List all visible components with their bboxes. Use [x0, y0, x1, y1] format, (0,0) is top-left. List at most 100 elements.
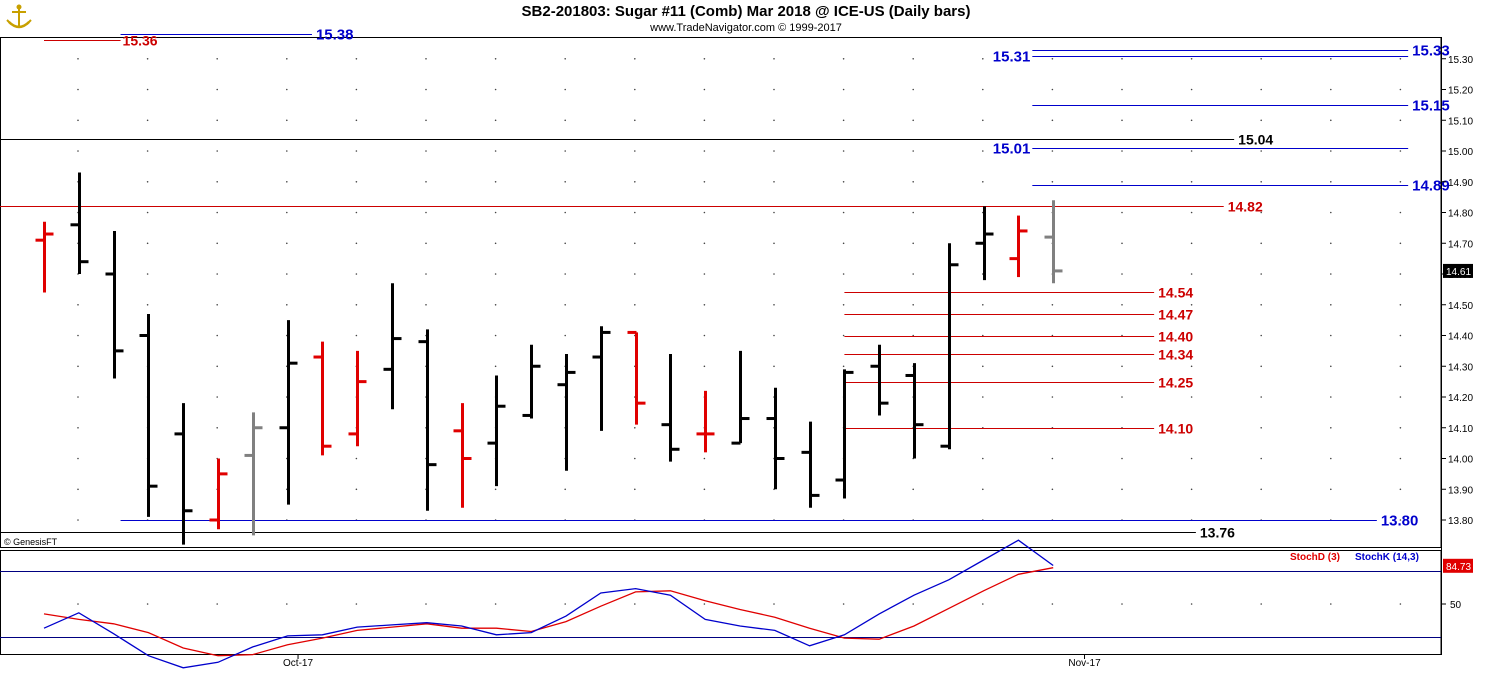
grid-dot: [494, 488, 497, 491]
price-axis: 13.80 13.90 14.00 14.10 14.20 14.30 14.40 14.50…: [1441, 55, 1473, 527]
grid-dot: [564, 242, 566, 245]
grid-dot: [1121, 150, 1123, 152]
grid-dot: [1190, 603, 1193, 605]
grid-dot: [146, 58, 149, 60]
level-label-15.33: 15.33: [1412, 43, 1450, 60]
ohlc-bar: [801, 421, 820, 508]
grid-dot: [564, 58, 566, 60]
grid-dot: [773, 603, 775, 605]
grid-dot: [912, 334, 914, 337]
grid-dot: [1051, 304, 1054, 306]
grid-dot: [494, 150, 497, 152]
ohlc-bar: [522, 344, 541, 419]
grid-dot: [1051, 334, 1054, 337]
grid-dot: [1260, 304, 1262, 306]
grid-dot: [286, 58, 288, 60]
level-label-15.31: 15.31: [993, 49, 1031, 66]
grid-dot: [1260, 273, 1262, 275]
grid-dot: [703, 304, 706, 306]
grid-dot: [773, 273, 775, 275]
ohlc-bar: [105, 230, 124, 379]
grid-dot: [1330, 427, 1332, 429]
grid-dot: [1051, 150, 1054, 152]
ohlc-bars: [35, 172, 1063, 545]
grid-dot: [1121, 273, 1123, 275]
price-tick-label: 15.20: [1448, 86, 1473, 97]
stoch-line-red: [43, 567, 1054, 657]
grid-dot: [773, 242, 775, 245]
ohlc-bar: [975, 206, 994, 281]
grid-dot: [773, 150, 775, 152]
price-tick-label: 15.00: [1448, 147, 1473, 158]
level-label-14.40: 14.40: [1158, 329, 1193, 345]
ohlc-bar: [174, 403, 193, 545]
grid-dot: [146, 119, 149, 122]
grid-dot: [1330, 181, 1332, 183]
grid-dot: [146, 211, 149, 214]
grid-dot: [1399, 181, 1402, 183]
grid-dot: [425, 119, 427, 122]
grid-dot: [634, 304, 636, 306]
grid-dot: [842, 211, 845, 214]
price-tick-label: 14.00: [1448, 455, 1473, 466]
grid-dot: [1260, 396, 1262, 398]
price-tick-label: 14.70: [1448, 239, 1473, 250]
grid-dot: [1121, 365, 1123, 368]
grid-dot: [773, 181, 775, 183]
grid-dot: [912, 603, 914, 605]
grid-dot: [1260, 88, 1262, 91]
grid-dot: [1121, 304, 1123, 306]
ohlc-bar: [1009, 215, 1028, 278]
copyright-genesis: © GenesisFT: [4, 537, 58, 547]
grid-dot: [703, 88, 706, 91]
ohlc-bar: [627, 330, 646, 425]
stochastic-panel-border: [0, 550, 1442, 655]
grid-dot: [1190, 119, 1193, 122]
grid-dot: [842, 242, 845, 245]
grid-dot: [425, 304, 427, 306]
grid-dot: [216, 365, 218, 368]
ohlc-bar: [1044, 200, 1063, 284]
ohlc-bar: [383, 283, 402, 410]
grid-dot: [1399, 365, 1402, 368]
grid-dot: [1330, 334, 1332, 337]
grid-dot: [912, 88, 914, 91]
grid-dot: [494, 211, 497, 214]
grid-dot: [425, 273, 427, 275]
grid-dot: [703, 365, 706, 368]
grid-dot: [1190, 334, 1193, 337]
grid-dot: [1399, 119, 1402, 122]
grid-dot: [355, 242, 358, 245]
legend-stochk: StochK (14,3): [1355, 552, 1419, 563]
grid-dot: [703, 181, 706, 183]
grid-dot: [77, 457, 79, 460]
grid-dot: [1121, 242, 1123, 245]
grid-dot: [703, 242, 706, 245]
grid-dot: [1399, 242, 1402, 245]
grid-dot: [216, 396, 218, 398]
grid-dot: [1190, 488, 1193, 491]
grid-dot: [1399, 427, 1402, 429]
ohlc-bar: [348, 350, 367, 447]
grid-dot: [494, 365, 497, 368]
grid-dot: [216, 58, 218, 60]
grid-dot: [355, 150, 358, 152]
last-price-box: [1443, 263, 1473, 278]
grid-dot: [773, 88, 775, 91]
grid-dot: [634, 427, 636, 429]
grid-dot: [286, 181, 288, 183]
grid-dot: [1190, 181, 1193, 183]
grid-dot: [355, 58, 358, 60]
ohlc-bar: [35, 221, 54, 293]
grid-dot: [77, 603, 79, 605]
grid-dot: [1190, 365, 1193, 368]
grid-dot: [1260, 181, 1262, 183]
ohlc-bar: [940, 243, 959, 450]
grid-dot: [1121, 88, 1123, 91]
price-tick-label: 14.20: [1448, 393, 1473, 404]
grid-dot: [1399, 88, 1402, 91]
grid-dot: [1121, 488, 1123, 491]
ohlc-bar: [592, 326, 611, 431]
grid-dot: [146, 150, 149, 152]
